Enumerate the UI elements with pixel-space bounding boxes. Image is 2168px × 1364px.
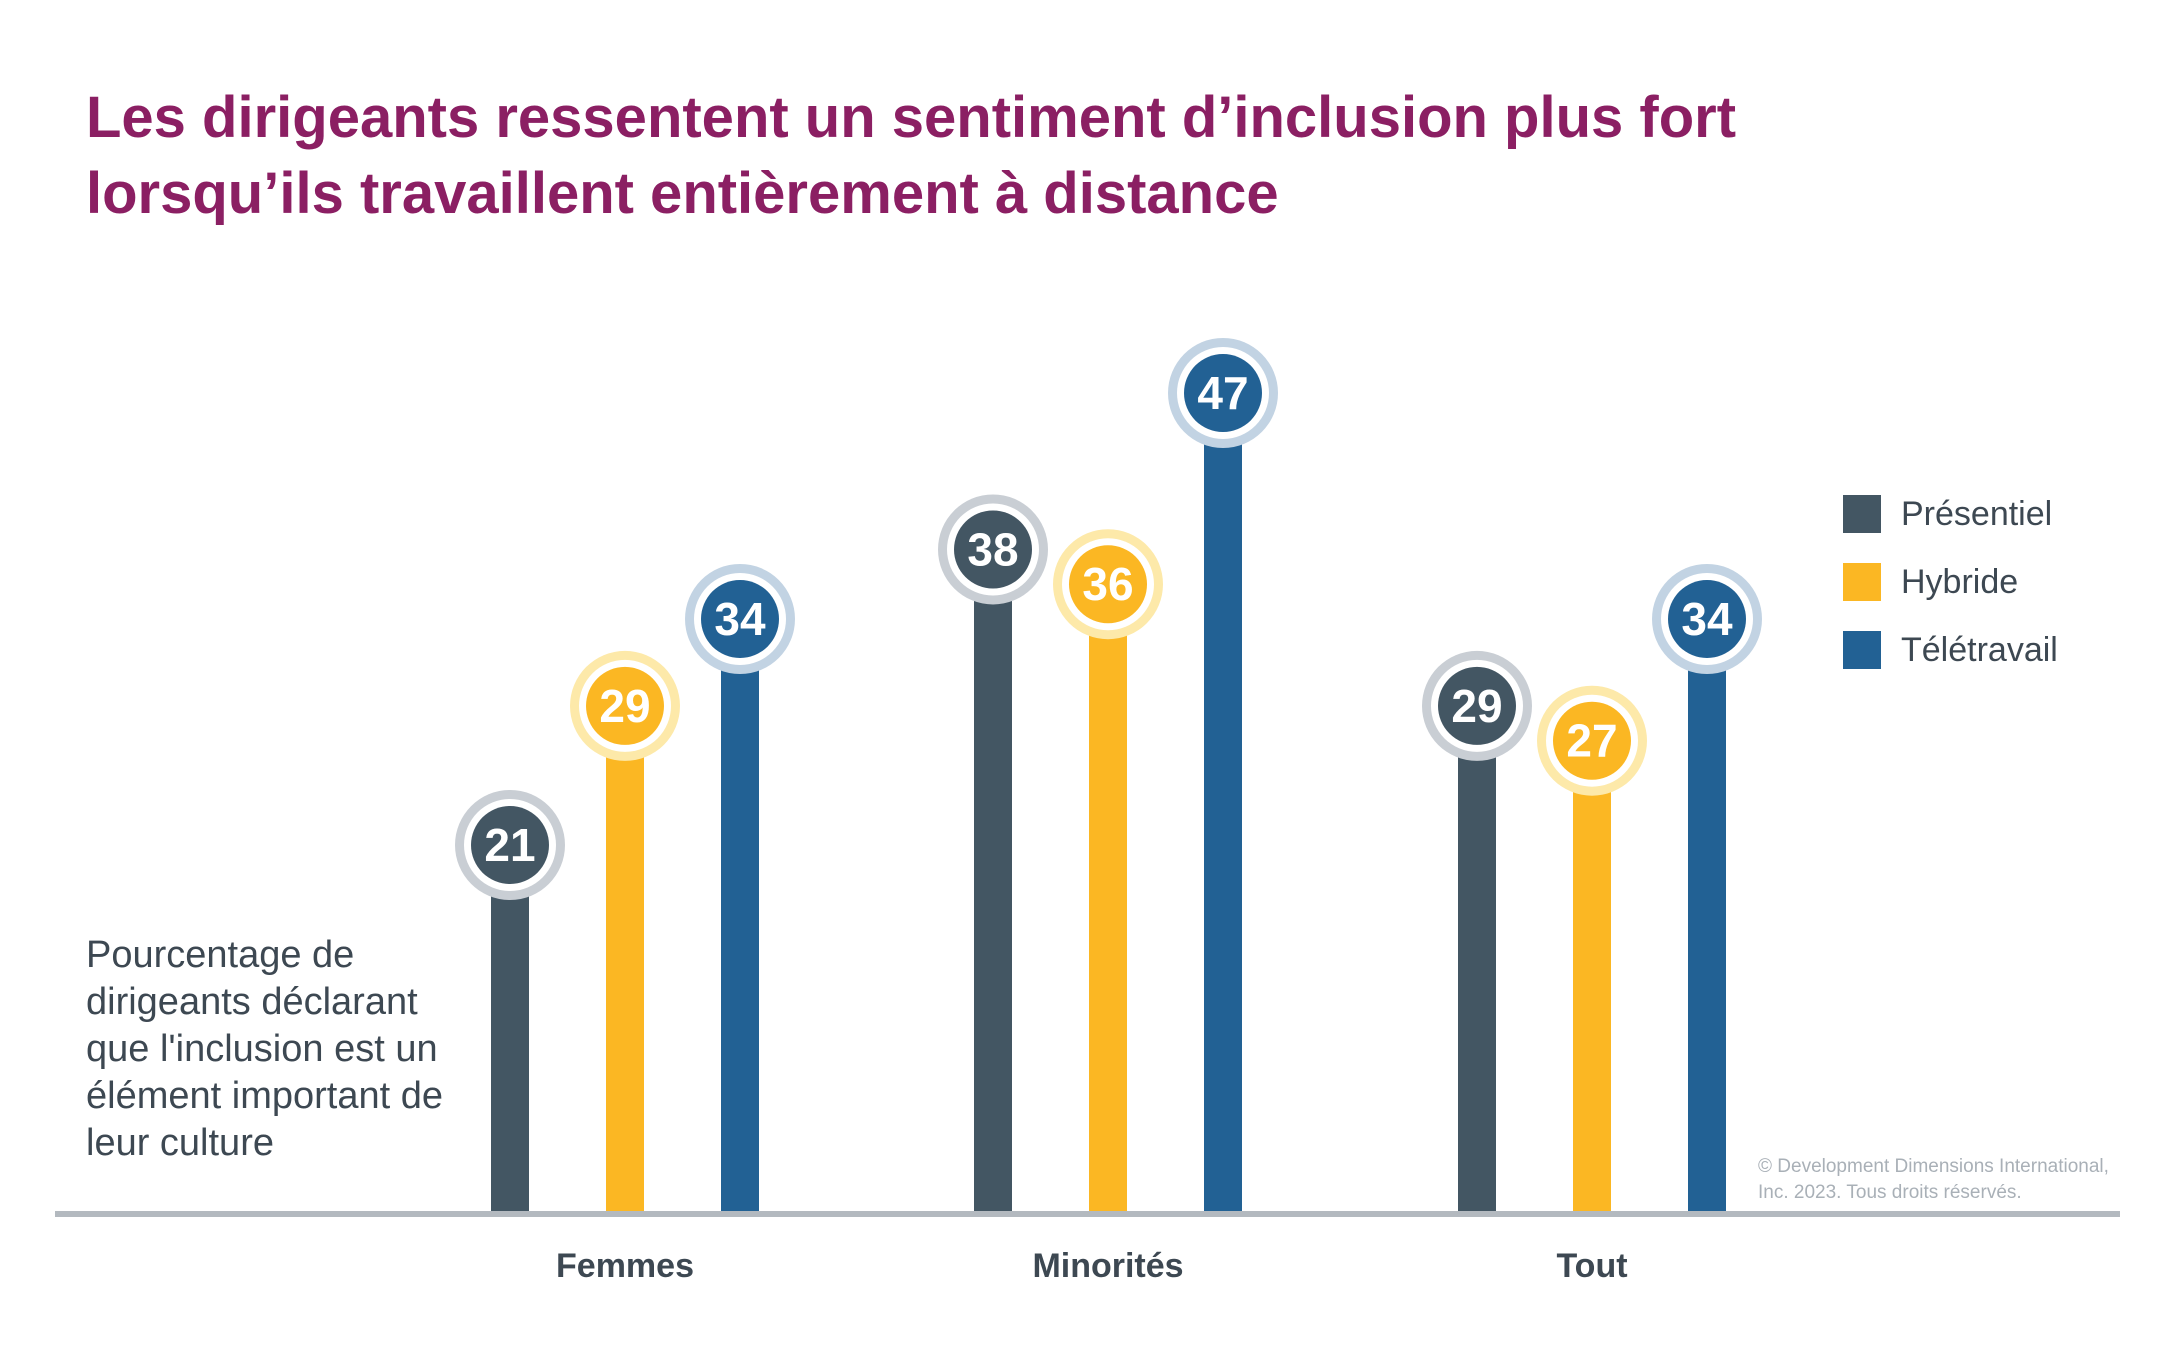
copyright-line: Inc. 2023. Tous droits réservés. xyxy=(1758,1182,2022,1203)
y-axis-label-line: dirigeants déclarant xyxy=(86,981,418,1023)
legend-item-presentiel: Présentiel xyxy=(1843,480,2058,548)
legend: Présentiel Hybride Télétravail xyxy=(1843,480,2058,684)
y-axis-label-line: Pourcentage de xyxy=(86,934,355,976)
marker-circle xyxy=(954,510,1032,589)
y-axis-label-line: que l'inclusion est un xyxy=(86,1028,438,1070)
data-label: 21 xyxy=(484,819,535,871)
data-label: 34 xyxy=(1681,593,1733,645)
marker-circle xyxy=(1438,666,1516,745)
data-label: 34 xyxy=(714,593,766,645)
legend-label: Télétravail xyxy=(1901,630,2058,669)
legend-item-hybride: Hybride xyxy=(1843,548,2058,616)
marker-circle xyxy=(1553,701,1631,780)
data-label: 36 xyxy=(1082,558,1133,610)
bar xyxy=(606,705,644,1211)
category-label: Femmes xyxy=(556,1247,694,1285)
bar xyxy=(721,619,759,1211)
bar xyxy=(1204,393,1242,1211)
data-label: 29 xyxy=(599,680,650,732)
legend-swatch-hybride xyxy=(1843,563,1881,601)
category-label: Minorités xyxy=(1032,1247,1183,1285)
y-axis-label-line: élément important de xyxy=(86,1075,443,1117)
bar xyxy=(974,549,1012,1211)
data-label: 29 xyxy=(1451,680,1502,732)
chart-title: Les dirigeants ressentent un sentiment d… xyxy=(86,80,1986,232)
marker-circle xyxy=(1184,354,1262,432)
legend-swatch-teletravail xyxy=(1843,631,1881,669)
copyright-line: © Development Dimensions International, xyxy=(1758,1156,2109,1177)
marker-circle xyxy=(1069,545,1147,624)
legend-item-teletravail: Télétravail xyxy=(1843,616,2058,684)
y-axis-label-line: leur culture xyxy=(86,1122,274,1164)
legend-label: Hybride xyxy=(1901,562,2019,601)
legend-swatch-presentiel xyxy=(1843,495,1881,533)
bar xyxy=(1089,584,1127,1211)
copyright-notice: © Development Dimensions International, … xyxy=(1758,1154,2158,1206)
bar xyxy=(1573,740,1611,1211)
category-label: Tout xyxy=(1556,1247,1627,1285)
bar xyxy=(1458,705,1496,1211)
data-label: 47 xyxy=(1197,367,1248,419)
data-label: 38 xyxy=(967,523,1018,575)
marker-circle xyxy=(471,806,549,884)
chart-title-line-1: Les dirigeants ressentent un sentiment d… xyxy=(86,85,1737,150)
data-label: 27 xyxy=(1566,715,1617,767)
chart-title-line-2: lorsqu’ils travaillent entièrement à dis… xyxy=(86,161,1279,226)
marker-circle xyxy=(1668,580,1746,658)
marker-circle xyxy=(586,666,664,745)
bar xyxy=(491,845,529,1211)
marker-circle xyxy=(701,580,779,658)
y-axis-label: Pourcentage de dirigeants déclarant que … xyxy=(86,932,506,1167)
bar xyxy=(1688,619,1726,1211)
legend-label: Présentiel xyxy=(1901,494,2053,533)
